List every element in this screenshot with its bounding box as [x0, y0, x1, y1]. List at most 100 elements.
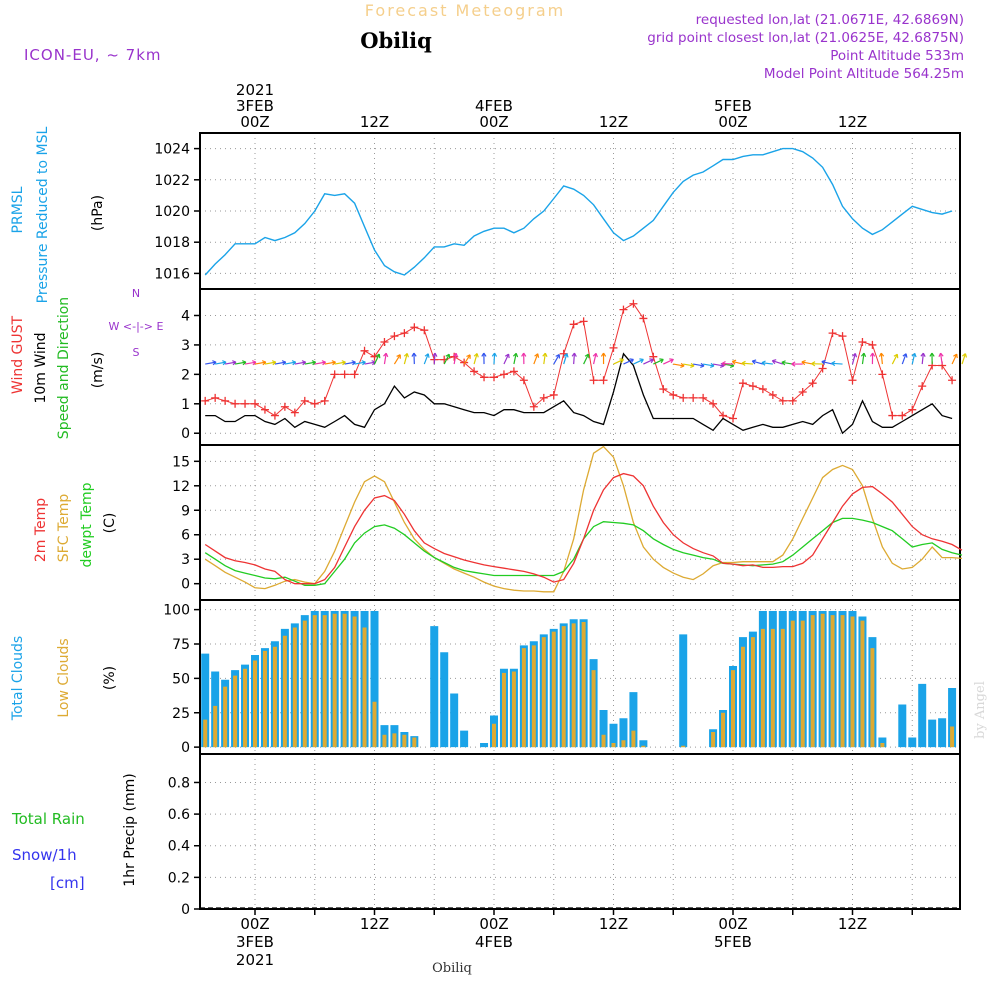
wind-arrowhead — [831, 360, 836, 367]
gust-marker — [221, 396, 230, 405]
wind-arrowhead — [639, 358, 644, 364]
low-cloud-bar — [332, 613, 337, 748]
gust-marker — [679, 393, 688, 402]
y-tick-label: 0 — [181, 740, 190, 756]
wind-direction-arrow — [503, 353, 510, 365]
wind-direction-arrow — [254, 361, 266, 365]
bottom-time-label: 5FEB — [714, 933, 752, 951]
temp-2m-line — [204, 472, 963, 585]
wind-arrowhead — [504, 353, 510, 359]
wind-arrowhead — [669, 358, 674, 364]
wind-arrowhead — [719, 362, 725, 369]
top-time-label: 00Z — [479, 113, 508, 131]
low-cloud-bar — [203, 719, 208, 748]
wind-series — [201, 300, 968, 435]
gust-marker — [748, 382, 757, 391]
low-cloud-bar — [511, 671, 516, 748]
wind-direction-arrow — [961, 353, 967, 365]
top-time-label: 4FEB — [475, 97, 513, 115]
low-cloud-bar — [521, 648, 526, 748]
panel-label-sfc-temp: SFC Temp — [56, 494, 72, 563]
wind-direction-arrow — [592, 353, 597, 365]
low-cloud-bar — [760, 628, 765, 748]
wind-direction-arrow — [683, 363, 695, 367]
low-cloud-bar — [830, 615, 835, 748]
grid-point-lonlat: grid point closest lon,lat (21.0625E, 42… — [647, 30, 964, 46]
wind-arrowhead — [649, 358, 654, 364]
legend-snow-unit: [cm] — [50, 874, 85, 892]
wind-arrowhead — [710, 362, 715, 369]
gust-marker — [280, 402, 289, 411]
wind-arrowhead — [592, 352, 598, 358]
y-tick-label: 4 — [181, 308, 190, 324]
top-time-label: 2021 — [236, 81, 274, 99]
wind-arrowhead — [383, 352, 389, 358]
y-tick-label: 0 — [181, 577, 190, 593]
total-cloud-bar — [430, 626, 439, 748]
gust-marker — [669, 390, 678, 399]
gust-marker — [201, 396, 210, 405]
gust-marker — [908, 405, 917, 414]
panel-label-gust: Wind GUST — [10, 315, 26, 394]
total-cloud-bar — [938, 718, 947, 748]
gust-marker — [529, 402, 538, 411]
wind-arrowhead — [911, 352, 917, 358]
low-cloud-bar — [621, 740, 626, 748]
wind-direction-arrow — [781, 361, 793, 365]
gust-marker — [211, 393, 220, 402]
wind-direction-arrow — [623, 358, 634, 365]
model-label: ICON-EU, ~ 7km — [24, 46, 162, 64]
wind-direction-arrow — [433, 353, 436, 365]
low-cloud-bar — [402, 734, 407, 748]
low-cloud-bar — [810, 615, 815, 748]
top-time-label: 00Z — [240, 113, 269, 131]
gust-marker — [768, 390, 777, 399]
gust-marker — [699, 393, 708, 402]
wind-arrowhead — [690, 362, 695, 369]
wind-direction-arrow — [314, 361, 326, 365]
wind-arrowhead — [938, 352, 944, 358]
gust-marker — [858, 337, 867, 346]
forecast-meteogram-title: Forecast Meteogram — [365, 1, 565, 20]
low-cloud-bar — [800, 620, 805, 748]
wind-direction-arrow — [633, 358, 644, 365]
gust-marker — [709, 399, 718, 408]
wind-direction-arrow — [493, 353, 496, 365]
wind-arrowhead — [920, 352, 926, 357]
wind-direction-arrow — [891, 353, 898, 365]
low-cloud-bar — [581, 622, 586, 748]
gust-marker — [738, 379, 747, 388]
low-cloud-bar — [850, 616, 855, 748]
gust-marker — [400, 329, 409, 338]
low-cloud-bar — [272, 646, 277, 748]
wind-direction-arrow — [453, 353, 457, 365]
wind-direction-arrow — [761, 362, 773, 365]
wind-direction-arrow — [861, 353, 865, 365]
wind-direction-arrow — [543, 353, 546, 365]
low-cloud-bar — [750, 637, 755, 748]
wind-arrowhead — [700, 362, 705, 369]
low-cloud-bar — [342, 613, 347, 748]
wind-arrowhead — [555, 353, 561, 359]
low-cloud-bar — [292, 627, 297, 748]
low-cloud-bar — [611, 743, 616, 748]
wind-arrowhead — [731, 359, 737, 365]
low-cloud-bar — [860, 620, 865, 748]
wind-direction-arrow — [951, 353, 958, 365]
wind-arrowhead — [629, 358, 634, 364]
wind-arrowhead — [851, 352, 858, 358]
temperature-series — [204, 445, 963, 593]
wind-arrowhead — [571, 352, 577, 357]
wind-arrowhead — [452, 352, 459, 358]
requested-lonlat: requested lon,lat (21.0671E, 42.6869N) — [696, 12, 964, 28]
total-cloud-bar — [898, 704, 907, 748]
gust-marker — [499, 370, 508, 379]
wind-direction-arrow — [732, 360, 744, 365]
wind-arrowhead — [281, 360, 287, 366]
wind-arrowhead — [311, 360, 317, 366]
top-time-label: 5FEB — [714, 97, 752, 115]
wind-direction-arrow — [583, 353, 589, 365]
y-tick-label: 3 — [181, 338, 190, 354]
y-tick-label: 3 — [181, 552, 190, 568]
